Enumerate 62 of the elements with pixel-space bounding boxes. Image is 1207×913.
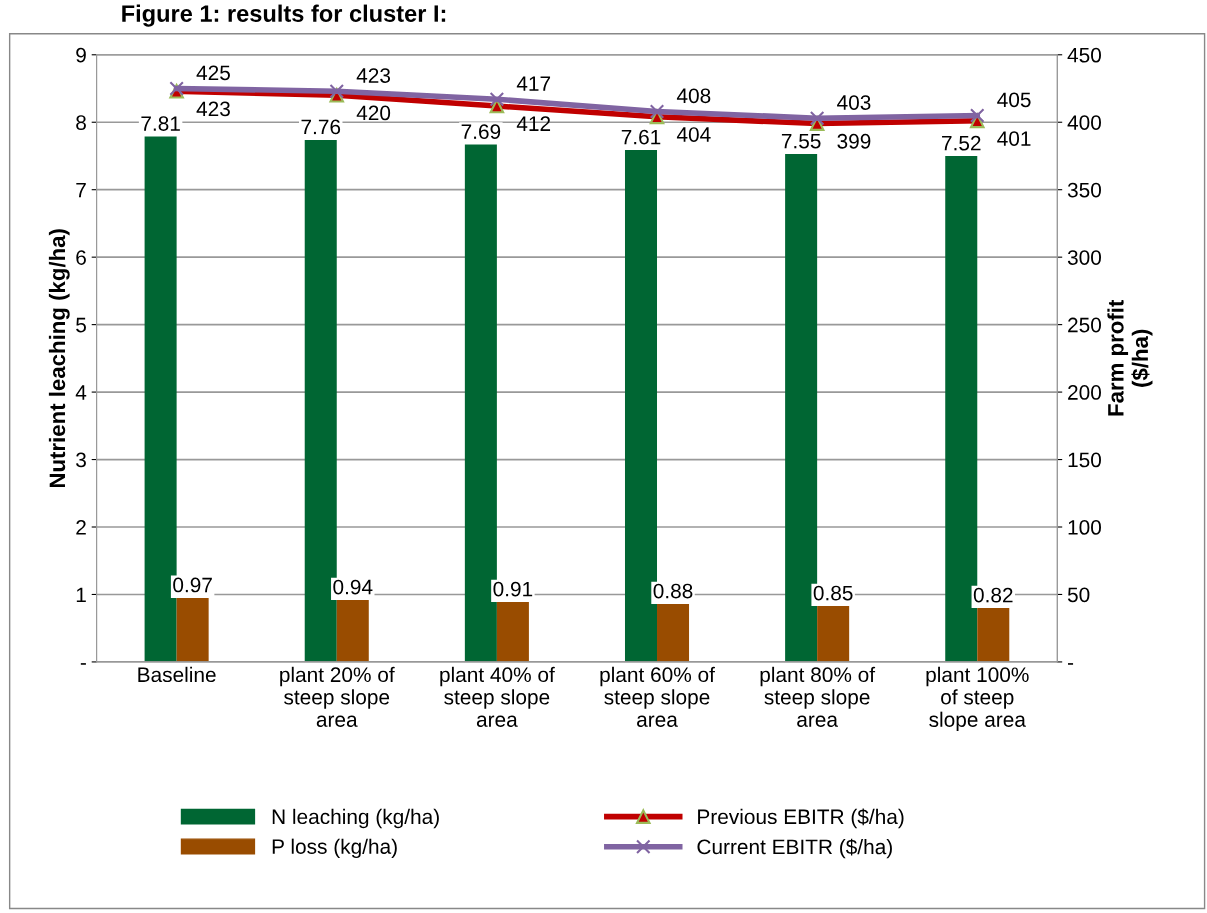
legend-label: Previous EBITR ($/ha) bbox=[698, 808, 904, 829]
data-label: 420 bbox=[356, 105, 391, 121]
y2-tick-label: 50 bbox=[1067, 587, 1090, 603]
x-tick-label: plant 60% of steep slope area bbox=[600, 666, 715, 727]
data-label: 423 bbox=[196, 101, 230, 117]
data-label: 423 bbox=[356, 68, 391, 83]
y2-tick-label: - bbox=[1067, 663, 1074, 665]
y2-axis-title: Farm profit ($/ha) bbox=[1107, 299, 1153, 416]
point bbox=[489, 92, 505, 107]
data-label: 403 bbox=[837, 95, 871, 110]
data-label: 7.52 bbox=[942, 135, 981, 151]
y2-tick-label: 400 bbox=[1067, 115, 1101, 130]
legend-label: Current EBITR ($/ha) bbox=[697, 838, 892, 859]
y-axis-title: Nutrient leaching (kg/ha) bbox=[48, 229, 70, 488]
data-label: 404 bbox=[676, 127, 711, 142]
chart-title: Figure 1: results for cluster I: bbox=[122, 4, 446, 27]
data-label: 7.69 bbox=[461, 124, 501, 140]
data-label: 0.91 bbox=[493, 581, 533, 597]
data-label: 7.55 bbox=[781, 133, 821, 149]
data-label: 0.88 bbox=[653, 583, 693, 599]
data-label: 401 bbox=[997, 131, 1031, 146]
x-tick-label: plant 80% of steep slope area bbox=[760, 666, 876, 727]
data-label: 7.81 bbox=[141, 116, 180, 131]
y2-tick-label: 150 bbox=[1068, 452, 1101, 468]
data-label: 0.94 bbox=[333, 579, 373, 595]
data-label: 7.61 bbox=[621, 129, 661, 145]
data-label: 408 bbox=[676, 88, 711, 104]
data-label: 405 bbox=[997, 92, 1031, 108]
data-label: 417 bbox=[516, 76, 551, 91]
data-label: 412 bbox=[516, 116, 551, 131]
x-tick-label: Baseline bbox=[138, 666, 216, 683]
y-tick-label: 8 bbox=[76, 115, 86, 130]
data-label: 0.97 bbox=[173, 577, 212, 593]
data-label: 399 bbox=[837, 133, 871, 149]
y-tick-label: 6 bbox=[76, 250, 86, 265]
y2-tick-label: 100 bbox=[1068, 520, 1101, 535]
y-tick-label: - bbox=[80, 663, 86, 665]
y-tick-label: 5 bbox=[76, 317, 86, 333]
y-tick-label: 4 bbox=[75, 385, 87, 400]
x-tick-label: plant 100% of steep slope area bbox=[926, 666, 1029, 732]
point bbox=[969, 108, 985, 123]
y2-tick-label: 450 bbox=[1067, 47, 1101, 63]
y2-tick-label: 350 bbox=[1067, 182, 1101, 198]
point bbox=[809, 110, 825, 126]
data-label: 7.76 bbox=[301, 119, 341, 135]
y-tick-label: 3 bbox=[76, 452, 86, 468]
data-label: 0.82 bbox=[973, 587, 1013, 603]
y2-tick-label: 300 bbox=[1067, 250, 1101, 265]
data-label: 425 bbox=[196, 65, 230, 81]
point bbox=[649, 104, 665, 119]
y-tick-label: 2 bbox=[76, 520, 86, 535]
legend-label: N leaching (kg/ha) bbox=[272, 808, 439, 829]
y2-tick-label: 250 bbox=[1068, 317, 1101, 333]
y-tick-label: 9 bbox=[76, 47, 86, 63]
legend-label: P loss (kg/ha) bbox=[272, 838, 397, 859]
y-tick-label: 1 bbox=[76, 587, 86, 603]
x-tick-label: plant 40% of steep slope area bbox=[440, 666, 555, 727]
x-tick-label: plant 20% of steep slope area bbox=[280, 666, 395, 727]
point bbox=[329, 83, 345, 99]
data-label: 0.85 bbox=[813, 585, 853, 601]
y-tick-label: 7 bbox=[76, 182, 86, 198]
y2-tick-label: 200 bbox=[1068, 385, 1101, 400]
